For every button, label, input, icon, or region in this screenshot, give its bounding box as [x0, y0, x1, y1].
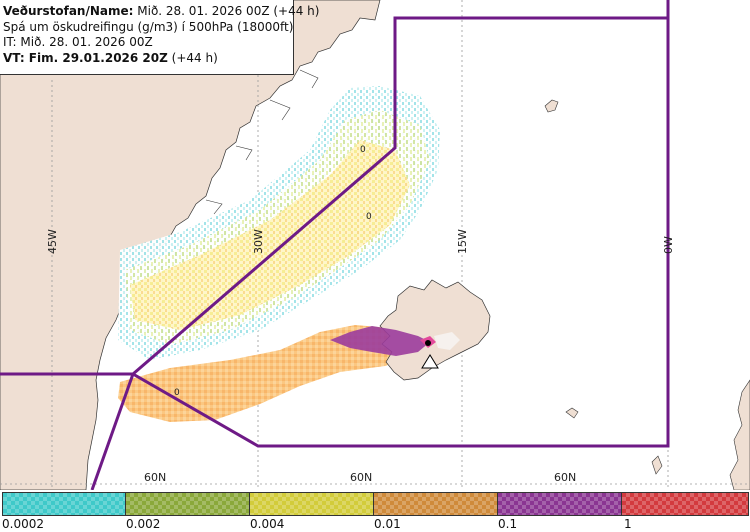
- ash-plume: [118, 86, 440, 422]
- legend-tick: 0.01: [374, 517, 401, 531]
- issuer-label: Veðurstofan/Name:: [3, 4, 134, 18]
- meridian-label: 30W: [252, 229, 265, 254]
- meridian-label: 15W: [456, 229, 469, 254]
- legend-tick: 0.1: [498, 517, 518, 531]
- contour-label: 0: [360, 145, 366, 155]
- info-line-issuer: Veðurstofan/Name: Mið. 28. 01. 2026 00Z …: [3, 4, 319, 20]
- legend-swatch-purple: [498, 492, 622, 516]
- info-line-valid-time: VT: Fim. 29.01.2026 20Z (+44 h): [3, 51, 289, 67]
- issuer-time: Mið. 28. 01. 2026 00Z (+44 h): [133, 4, 320, 18]
- contour-labels: 0 0 0: [174, 145, 372, 398]
- forecast-info-box: Veðurstofan/Name: Mið. 28. 01. 2026 00Z …: [0, 0, 319, 75]
- norway-coast: [729, 379, 750, 490]
- airspace-boundary: [0, 0, 670, 490]
- legend-tick: 0.004: [250, 517, 285, 531]
- parallel-label: 60N: [144, 471, 166, 484]
- parallel-label: 60N: [554, 471, 576, 484]
- legend-swatch-yellow: [250, 492, 374, 516]
- plume-upper: [130, 140, 410, 330]
- legend-tick: 1: [624, 517, 632, 531]
- meridian-label: 0W: [662, 236, 675, 254]
- faroe-islands: [565, 407, 579, 419]
- volcano-symbol: [421, 340, 439, 369]
- legend-swatch-red: [622, 492, 749, 516]
- contour-label: 0: [366, 212, 372, 222]
- legend-tick: 0.002: [126, 517, 161, 531]
- legend-tick: 0.0002: [2, 517, 44, 531]
- contour-label: 0: [174, 388, 180, 398]
- glacier-patch: [434, 332, 460, 350]
- ash-dispersion-map: 45W 30W 15W 0W 60N 60N 60N 0 0 0: [0, 0, 750, 490]
- parallel-label: 60N: [350, 471, 372, 484]
- meridian-label: 45W: [46, 229, 59, 254]
- island-northeast: [544, 99, 559, 113]
- plume-southern: [118, 325, 420, 422]
- greenland-land: [0, 0, 381, 490]
- concentration-legend: 0.0002 0.002 0.004 0.01 0.1 1: [0, 490, 750, 532]
- legend-swatch-green: [126, 492, 250, 516]
- legend-swatch-cyan: [2, 492, 126, 516]
- valid-time-label: VT: Fim. 29.01.2026 20Z: [3, 50, 168, 65]
- parallel-labels: 60N 60N 60N: [144, 471, 576, 484]
- shetland-islands: [651, 455, 663, 475]
- legend-swatch-orange: [374, 492, 498, 516]
- info-line-product: Spá um öskudreifingu (g/m3) í 500hPa (18…: [3, 19, 294, 34]
- info-line-issue-time: IT: Mið. 28. 01. 2026 00Z: [3, 35, 153, 49]
- meridian-labels: 45W 30W 15W 0W: [46, 229, 675, 254]
- valid-time-offset: (+44 h): [167, 50, 218, 65]
- plume-high: [330, 326, 430, 356]
